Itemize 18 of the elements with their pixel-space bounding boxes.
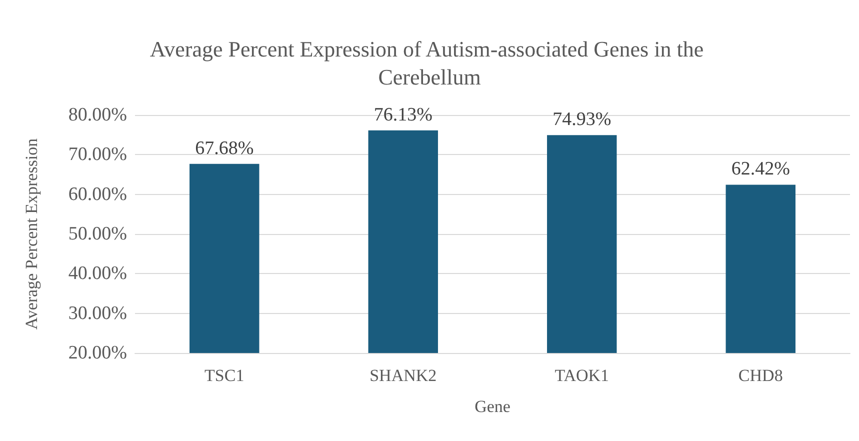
data-label: 62.42% [731, 158, 790, 180]
x-axis-title: Gene [474, 397, 510, 416]
y-tick-label: 60.00% [68, 184, 128, 205]
y-tick-label: 80.00% [68, 104, 128, 126]
y-axis-title: Average Percent Expression [22, 138, 41, 330]
y-tick-label: 20.00% [68, 342, 128, 364]
y-tick-label: 50.00% [68, 224, 128, 244]
chart-title: Average Percent Expression of Autism-associated Genes in the Cerebellum [150, 36, 710, 90]
x-tick-label: TAOK1 [554, 366, 610, 385]
data-label: 76.13% [374, 104, 433, 126]
y-tick-label: 70.00% [68, 144, 128, 166]
x-tick-label: TSC1 [204, 366, 244, 385]
y-tick-label: 40.00% [68, 263, 128, 284]
data-label: 74.93% [552, 109, 612, 130]
x-tick-label: SHANK2 [370, 366, 437, 385]
x-tick-label: CHD8 [738, 366, 783, 385]
data-label: 67.68% [195, 138, 254, 159]
y-tick-label: 30.00% [68, 302, 128, 324]
